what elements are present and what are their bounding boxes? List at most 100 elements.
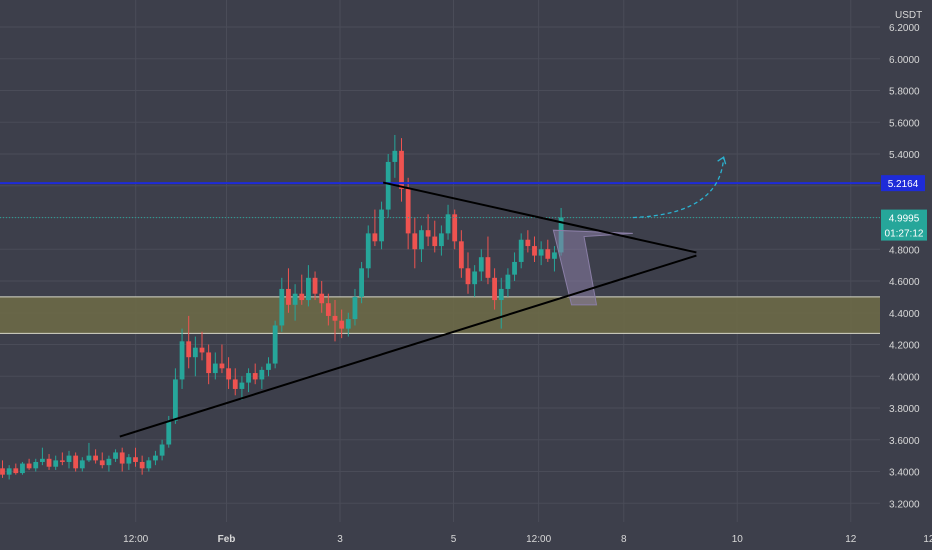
x-tick-label: 12 (845, 534, 857, 545)
candle-up (173, 379, 178, 421)
candle-up (33, 461, 39, 469)
candle-up (246, 373, 251, 383)
candle-down (186, 341, 192, 358)
candle-up (66, 455, 72, 462)
x-tick-label: 3 (337, 534, 343, 545)
currency-label: USDT (895, 10, 922, 21)
candle-down (13, 468, 19, 474)
candle-up (512, 261, 517, 275)
candle-down (73, 455, 79, 469)
candle-down (452, 214, 458, 242)
candle-down (465, 268, 471, 285)
candle-down (99, 460, 105, 466)
last-price-tag (881, 209, 927, 241)
support-zone-fill (0, 296, 880, 334)
arrowhead-icon (717, 156, 727, 165)
price-axis[interactable]: 6.20006.00005.80005.60005.40005.20005.00… (881, 10, 927, 510)
candle-up (53, 460, 59, 467)
candle-down (339, 320, 345, 329)
candle-up (153, 455, 158, 461)
candle-down (325, 303, 331, 316)
candle-down (26, 463, 32, 469)
candle-up (445, 214, 451, 234)
x-tick-label: 12:00 (923, 534, 932, 545)
triangle-upper-trendline[interactable] (382, 181, 697, 254)
candle-up (518, 239, 524, 262)
resistance-price-label: 5.2164 (888, 179, 919, 190)
candle-down (59, 460, 65, 462)
candle-down (458, 241, 464, 269)
candle-up (385, 161, 391, 210)
y-tick-label: 6.2000 (889, 23, 920, 34)
candle-up (86, 455, 92, 461)
bar-countdown-label: 01:27:12 (885, 229, 924, 240)
y-tick-label: 4.8000 (889, 245, 920, 256)
candle-down (139, 461, 145, 469)
candle-up (472, 271, 478, 285)
y-tick-label: 5.6000 (889, 118, 920, 129)
y-tick-label: 5.8000 (889, 87, 920, 98)
candle-up (365, 233, 371, 269)
candle-up (345, 319, 351, 329)
candle-down (412, 233, 418, 250)
candle-up (379, 209, 384, 242)
candle-up (113, 452, 118, 459)
candle-down (399, 150, 404, 189)
candle-up (106, 458, 112, 466)
candle-down (206, 352, 212, 374)
support-zone (0, 296, 880, 334)
candle-up (166, 420, 172, 445)
resistance-price-tag (881, 175, 925, 192)
candle-up (159, 444, 165, 456)
y-tick-label: 3.4000 (889, 468, 920, 479)
candle-down (425, 230, 431, 237)
candle-down (372, 233, 378, 242)
candle-down (312, 277, 318, 294)
candle-up (306, 277, 311, 301)
candle-down (133, 457, 138, 462)
candle-up (552, 252, 557, 259)
y-tick-label: 3.6000 (889, 436, 920, 447)
candle-up (272, 325, 278, 364)
candle-down (492, 277, 497, 301)
candle-up (79, 460, 85, 469)
y-tick-label: 5.4000 (889, 150, 920, 161)
candle-up (192, 347, 198, 358)
candle-down (405, 188, 411, 234)
x-tick-label: 8 (621, 534, 627, 545)
candle-up (239, 382, 245, 389)
y-tick-label: 3.8000 (889, 404, 920, 415)
candle-up (498, 288, 504, 301)
time-axis[interactable]: 12:00 Feb 3 5 12:00 8 10 12 12:00 (123, 534, 932, 545)
candle-up (6, 468, 12, 475)
y-tick-label: 4.2000 (889, 341, 920, 352)
candle-up (126, 457, 132, 464)
candle-up (352, 296, 358, 320)
candle-up (212, 363, 218, 374)
triangle-lower-trendline[interactable] (119, 254, 697, 438)
candle-up (359, 268, 364, 297)
candle-up (478, 257, 484, 272)
candle-down (219, 363, 225, 369)
x-tick-label: 5 (451, 534, 457, 545)
candle-up (439, 233, 444, 247)
reversal-pattern (552, 229, 633, 306)
candle-up (20, 463, 25, 474)
candle-up (505, 274, 511, 289)
candle-down (432, 236, 438, 247)
candle-down (46, 458, 52, 467)
candle-up (146, 460, 152, 469)
candle-down (525, 239, 531, 247)
candle-down (0, 468, 5, 475)
y-tick-label: 4.0000 (889, 372, 920, 383)
candle-down (199, 347, 205, 353)
candle-down (286, 288, 291, 305)
candle-down (119, 452, 125, 464)
candle-down (545, 249, 551, 259)
candle-up (279, 288, 285, 326)
candle-up (538, 249, 544, 256)
x-tick-label: 12:00 (526, 534, 551, 545)
y-tick-label: 4.6000 (889, 277, 920, 288)
